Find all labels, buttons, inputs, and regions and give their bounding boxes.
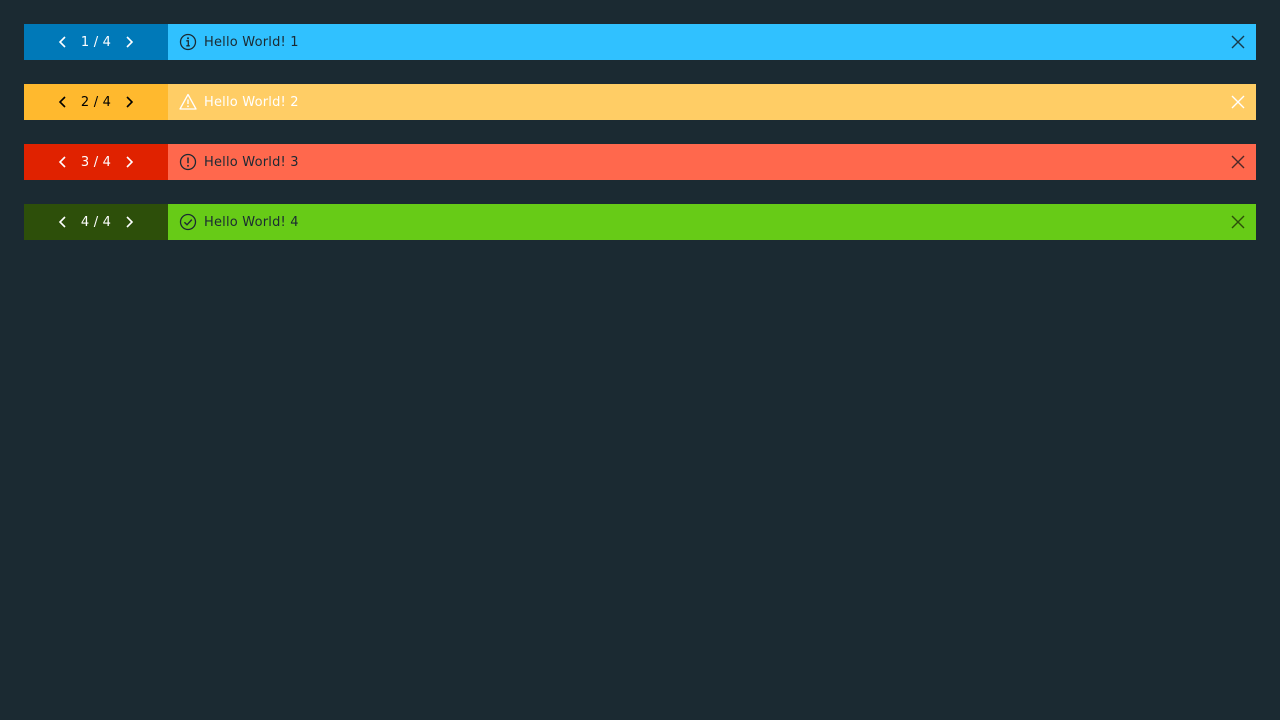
alert-message: Hello World! 4 (204, 214, 299, 230)
alert-body: Hello World! 4 (168, 204, 1256, 240)
chevron-left-icon (58, 216, 66, 228)
alert-banner-warning: 2 / 4 Hello World! 2 (24, 84, 1256, 120)
alert-banner-success: 4 / 4 Hello World! 4 (24, 204, 1256, 240)
alert-body: Hello World! 3 (168, 144, 1256, 180)
close-icon (1231, 215, 1245, 229)
previous-alert-button[interactable] (51, 90, 75, 114)
chevron-left-icon (58, 96, 66, 108)
error-circle-icon (179, 153, 197, 171)
alert-counter: 1 / 4 (80, 34, 112, 50)
chevron-right-icon (126, 216, 134, 228)
alert-pager: 2 / 4 (24, 84, 168, 120)
alert-list: 1 / 4 Hello World! 1 2 / 4 (24, 24, 1256, 264)
chevron-right-icon (126, 96, 134, 108)
alert-body: Hello World! 1 (168, 24, 1256, 60)
close-alert-button[interactable] (1229, 93, 1247, 111)
previous-alert-button[interactable] (51, 30, 75, 54)
alert-banner-danger: 3 / 4 Hello World! 3 (24, 144, 1256, 180)
alert-counter: 2 / 4 (80, 94, 112, 110)
alert-message: Hello World! 2 (204, 94, 299, 110)
alert-banner-info: 1 / 4 Hello World! 1 (24, 24, 1256, 60)
warning-triangle-icon (179, 93, 197, 111)
alert-counter: 4 / 4 (80, 214, 112, 230)
chevron-left-icon (58, 36, 66, 48)
chevron-left-icon (58, 156, 66, 168)
close-icon (1231, 95, 1245, 109)
alert-counter: 3 / 4 (80, 154, 112, 170)
alert-pager: 1 / 4 (24, 24, 168, 60)
close-icon (1231, 35, 1245, 49)
close-alert-button[interactable] (1229, 33, 1247, 51)
next-alert-button[interactable] (117, 30, 141, 54)
chevron-right-icon (126, 156, 134, 168)
next-alert-button[interactable] (117, 90, 141, 114)
chevron-right-icon (126, 36, 134, 48)
alert-body: Hello World! 2 (168, 84, 1256, 120)
alert-pager: 4 / 4 (24, 204, 168, 240)
alert-pager: 3 / 4 (24, 144, 168, 180)
close-alert-button[interactable] (1229, 213, 1247, 231)
next-alert-button[interactable] (117, 210, 141, 234)
close-icon (1231, 155, 1245, 169)
next-alert-button[interactable] (117, 150, 141, 174)
info-circle-icon (179, 33, 197, 51)
previous-alert-button[interactable] (51, 150, 75, 174)
close-alert-button[interactable] (1229, 153, 1247, 171)
previous-alert-button[interactable] (51, 210, 75, 234)
alert-message: Hello World! 3 (204, 154, 299, 170)
alert-message: Hello World! 1 (204, 34, 299, 50)
check-circle-icon (179, 213, 197, 231)
